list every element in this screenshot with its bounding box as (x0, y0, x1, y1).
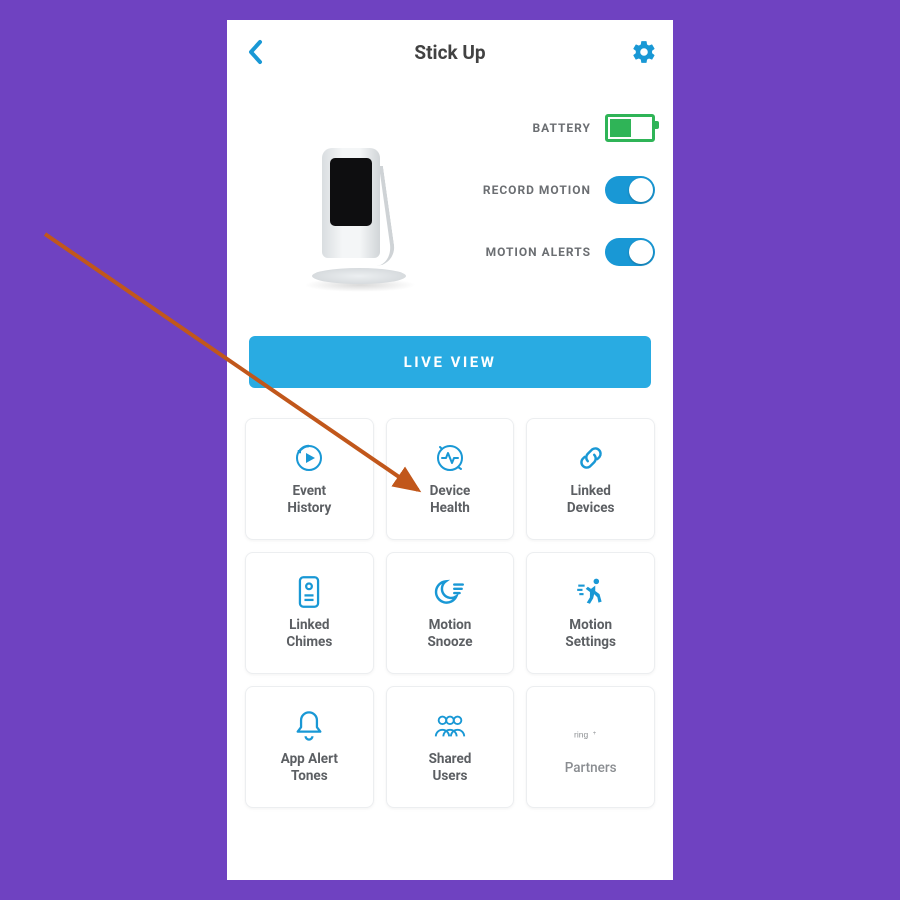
record-motion-row: RECORD MOTION (483, 176, 655, 204)
bell-icon (292, 709, 326, 743)
battery-row: BATTERY (532, 114, 655, 142)
link-icon (574, 441, 608, 475)
tile-linked-devices[interactable]: Linked Devices (526, 418, 655, 540)
battery-label: BATTERY (532, 121, 591, 136)
gear-icon (631, 39, 657, 65)
tile-label: Motion Snooze (427, 617, 472, 651)
device-overview: BATTERY RECORD MOTION MOTION ALERTS (227, 84, 673, 300)
header-bar: Stick Up (227, 20, 673, 84)
tile-label: Shared Users (429, 751, 472, 785)
heartbeat-icon (433, 441, 467, 475)
battery-fill (610, 119, 631, 137)
motion-alerts-row: MOTION ALERTS (486, 238, 655, 266)
live-view-button[interactable]: LIVE VIEW (249, 336, 651, 388)
page-title: Stick Up (414, 41, 485, 64)
tile-linked-chimes[interactable]: Linked Chimes (245, 552, 374, 674)
svg-text:+: + (592, 731, 596, 737)
tile-device-health[interactable]: Device Health (386, 418, 515, 540)
tile-app-alert-tones[interactable]: App Alert Tones (245, 686, 374, 808)
tile-event-history[interactable]: Event History (245, 418, 374, 540)
motion-alerts-label: MOTION ALERTS (486, 245, 591, 260)
tile-label: Device Health (430, 483, 471, 517)
chime-icon (292, 575, 326, 609)
record-motion-label: RECORD MOTION (483, 183, 591, 198)
clock-play-icon (292, 441, 326, 475)
tile-label: Event History (287, 483, 331, 517)
live-view-label: LIVE VIEW (404, 353, 497, 371)
tile-label: Motion Settings (565, 617, 616, 651)
settings-button[interactable] (629, 37, 659, 67)
tile-label: Partners (565, 760, 617, 777)
tile-motion-snooze[interactable]: Motion Snooze (386, 552, 515, 674)
tile-shared-users[interactable]: Shared Users (386, 686, 515, 808)
device-image (245, 88, 471, 298)
moon-snooze-icon (433, 575, 467, 609)
phone-frame: Stick Up BATTERY RECORD MOTION (227, 20, 673, 880)
motion-alerts-toggle[interactable] (605, 238, 655, 266)
running-icon (574, 575, 608, 609)
tile-motion-settings[interactable]: Motion Settings (526, 552, 655, 674)
camera-illustration (298, 148, 418, 298)
chevron-left-icon (246, 38, 266, 66)
tile-label: App Alert Tones (281, 751, 338, 785)
users-icon (433, 709, 467, 743)
svg-text:ring: ring (574, 729, 588, 739)
tile-partners[interactable]: ring + Partners (526, 686, 655, 808)
battery-icon (605, 114, 655, 142)
tile-label: Linked Devices (567, 483, 615, 517)
status-column: BATTERY RECORD MOTION MOTION ALERTS (471, 88, 656, 298)
ring-plus-icon: ring + (574, 718, 608, 752)
record-motion-toggle[interactable] (605, 176, 655, 204)
option-grid: Event History Device Health Linked Devic… (245, 418, 655, 808)
back-button[interactable] (241, 37, 271, 67)
tile-label: Linked Chimes (286, 617, 332, 651)
